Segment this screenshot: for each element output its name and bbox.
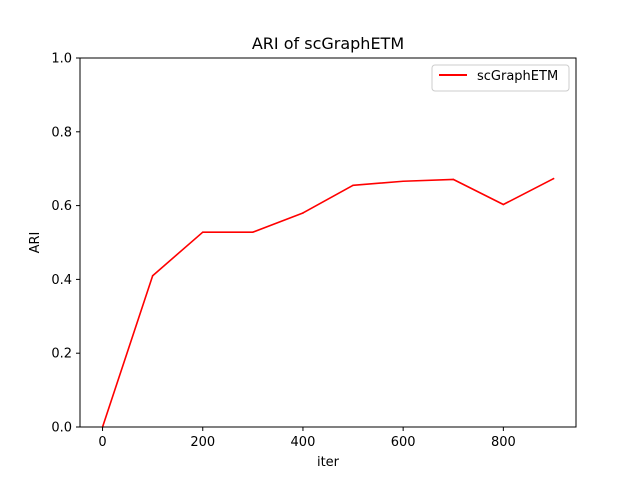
- data-point: [502, 203, 505, 206]
- y-tick-label: 0.0: [51, 421, 72, 436]
- y-tick-label: 1.0: [51, 52, 72, 67]
- y-axis-ticks: 0.0 0.2 0.4 0.6 0.8 1.0: [51, 52, 80, 436]
- data-point: [352, 184, 354, 187]
- x-tick-label: 400: [291, 435, 316, 450]
- y-tick-label: 0.4: [51, 273, 72, 288]
- legend: scGraphETM: [431, 64, 570, 92]
- x-tick-label: 800: [491, 435, 516, 450]
- legend-label-scgraphetm: scGraphETM: [477, 69, 558, 84]
- data-point: [552, 177, 555, 180]
- y-tick-label: 0.6: [51, 199, 72, 214]
- data-point: [402, 180, 404, 183]
- data-point: [452, 178, 455, 181]
- y-tick-label: 0.2: [51, 347, 72, 362]
- data-point: [252, 231, 254, 233]
- data-point: [302, 212, 304, 214]
- x-axis-ticks: 0 200 400 600 800: [98, 427, 516, 450]
- x-tick-label: 200: [190, 435, 215, 450]
- x-tick-label: 600: [391, 435, 416, 450]
- x-axis-label: iter: [317, 455, 340, 470]
- data-point: [201, 231, 204, 233]
- y-tick-label: 0.8: [51, 125, 72, 140]
- y-axis-label: ARI: [28, 232, 43, 254]
- axes-frame: [79, 57, 577, 428]
- x-tick-label: 0: [98, 435, 106, 450]
- plot-area: [79, 57, 577, 429]
- legend-box: [431, 64, 570, 92]
- series-line-scgraphetm: [101, 177, 555, 429]
- chart-title: ARI of scGraphETM: [252, 34, 404, 53]
- data-point: [151, 274, 154, 277]
